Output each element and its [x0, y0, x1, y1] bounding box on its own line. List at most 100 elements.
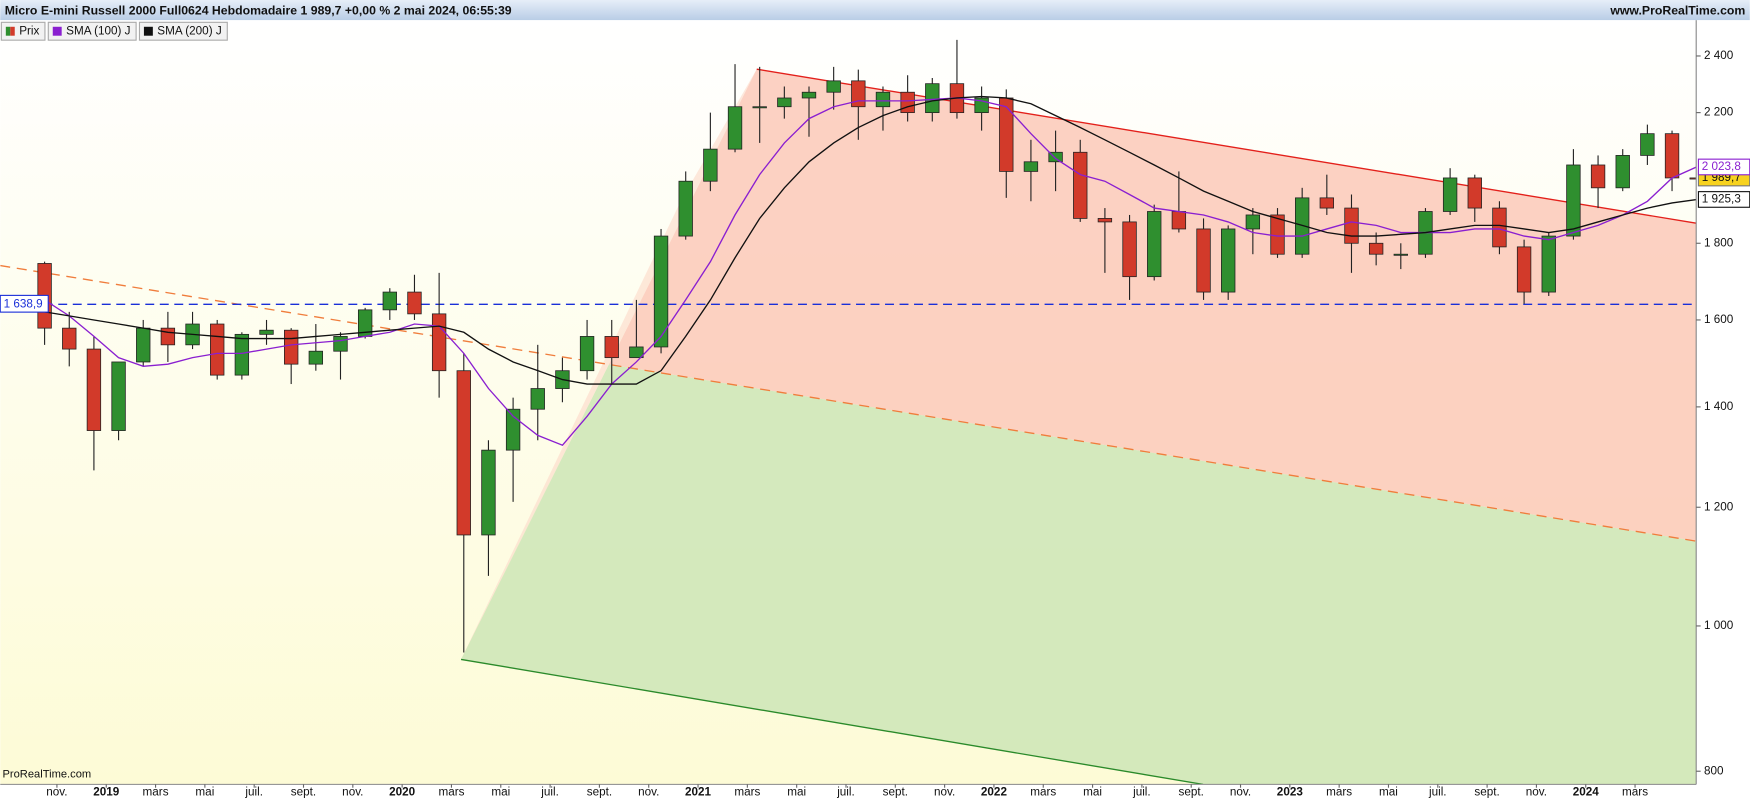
- header-title: Micro E-mini Russell 2000 Full0624 Hebdo…: [5, 3, 512, 17]
- candle-body: [900, 91, 915, 114]
- legend-label: SMA (200) J: [157, 24, 221, 37]
- candle-body: [1147, 211, 1162, 278]
- trend-line-support: [460, 658, 1204, 785]
- x-tick-label: nov.: [934, 785, 955, 798]
- candle-body: [703, 148, 718, 182]
- candle-body: [136, 327, 151, 363]
- candle-body: [1319, 197, 1334, 209]
- candle-body: [1344, 207, 1359, 244]
- candle-body: [456, 370, 471, 536]
- x-tick-label: nov.: [46, 785, 67, 798]
- y-tick-label: 1 000: [1704, 619, 1734, 632]
- x-tick-label: sept.: [587, 785, 612, 798]
- candle-body: [111, 361, 126, 431]
- legend-swatch: [10, 26, 15, 36]
- header-source: www.ProRealTime.com: [1609, 3, 1745, 17]
- resistance-zone: [608, 69, 1697, 542]
- y-tick-label: 1 200: [1704, 500, 1734, 513]
- x-tick-label: sept.: [1474, 785, 1499, 798]
- x-tick-label: nov.: [1526, 785, 1547, 798]
- x-tick-label: 2020: [389, 785, 416, 798]
- x-tick-label: mars: [1622, 785, 1648, 798]
- x-tick-label: nov.: [1230, 785, 1251, 798]
- candle-body: [1196, 228, 1211, 293]
- legend-label: Prix: [19, 24, 39, 37]
- last-value-label: 1 925,3: [1702, 193, 1741, 206]
- x-tick-label: mars: [734, 785, 760, 798]
- x-tick-label: 2021: [685, 785, 712, 798]
- x-tick-label: nov.: [638, 785, 659, 798]
- x-tick-label: juil.: [836, 785, 855, 798]
- x-tick-label: mai: [1083, 785, 1102, 798]
- legend-swatch: [52, 26, 62, 36]
- candle-body: [925, 83, 940, 114]
- x-tick-label: sept.: [1179, 785, 1204, 798]
- candle-body: [1122, 221, 1137, 278]
- support-zone: [461, 364, 1697, 785]
- candle-body: [851, 80, 866, 108]
- candle-body: [234, 333, 250, 376]
- candle-body: [210, 323, 225, 376]
- candle-body: [1442, 177, 1458, 212]
- candle-body: [678, 180, 693, 237]
- candle-body: [752, 106, 767, 109]
- candle-body: [1171, 211, 1187, 230]
- legend-item: Prix: [0, 21, 46, 41]
- candle-body: [1689, 177, 1697, 180]
- candle-body: [530, 388, 545, 410]
- candle-body: [62, 327, 77, 350]
- candle-body: [160, 327, 176, 346]
- candle-body: [1640, 133, 1655, 156]
- candle-body: [1221, 228, 1236, 293]
- x-tick-label: mai: [491, 785, 510, 798]
- x-tick-label: mai: [787, 785, 806, 798]
- y-tick-label: 1 600: [1704, 313, 1734, 326]
- candle-body: [653, 235, 669, 348]
- legend-frame: [138, 21, 228, 41]
- candle-body: [801, 91, 817, 99]
- y-tick-label: 2 200: [1704, 106, 1734, 119]
- last-value-label: 2 023,8: [1702, 160, 1741, 173]
- candle-body: [382, 291, 397, 311]
- drawings: [0, 68, 1697, 785]
- candle-body: [481, 449, 496, 536]
- candle-body: [1097, 218, 1113, 223]
- candle-body: [1023, 161, 1039, 172]
- x-tick-label: mai: [195, 785, 214, 798]
- y-tick-label: 1 400: [1704, 400, 1734, 413]
- x-tick-label: 2019: [93, 785, 120, 798]
- candle-body: [629, 346, 644, 359]
- x-tick-label: juil.: [540, 785, 559, 798]
- y-tick-label: 2 400: [1704, 49, 1734, 62]
- x-tick-label: sept.: [883, 785, 908, 798]
- candle-body: [1566, 164, 1581, 237]
- candle-body: [1048, 151, 1063, 163]
- x-tick-label: juil.: [1428, 785, 1447, 798]
- level-label-box: [0, 294, 49, 313]
- x-tick-label: mars: [438, 785, 464, 798]
- candle-body: [1368, 242, 1384, 255]
- y-tick-label: 800: [1704, 764, 1724, 777]
- candle-body: [875, 91, 891, 108]
- candle-body: [1073, 151, 1088, 219]
- legend-label: SMA (100) J: [66, 24, 130, 37]
- axes: 800 1 000 1 200 1 400 1 600 1 800 2 200 2 400 no…: [46, 49, 1750, 798]
- candle-body: [826, 80, 841, 93]
- candle-body: [1467, 177, 1482, 209]
- x-tick-label: mars: [1030, 785, 1056, 798]
- x-tick-label: mai: [1379, 785, 1398, 798]
- legend-item: SMA (100) J: [47, 21, 137, 41]
- y-tick-label: 1 800: [1704, 236, 1734, 249]
- x-tick-label: nov.: [342, 785, 363, 798]
- watermark: ProRealTime.com: [2, 768, 91, 780]
- candle-body: [1492, 207, 1507, 248]
- x-tick-label: sept.: [291, 785, 316, 798]
- candle-body: [999, 97, 1014, 172]
- x-tick-label: juil.: [1132, 785, 1151, 798]
- sma-line: [44, 95, 1697, 385]
- axis-background: [1696, 20, 1750, 800]
- candle-body: [1541, 235, 1556, 293]
- candle-body: [86, 348, 102, 431]
- legend-swatch: [143, 26, 153, 36]
